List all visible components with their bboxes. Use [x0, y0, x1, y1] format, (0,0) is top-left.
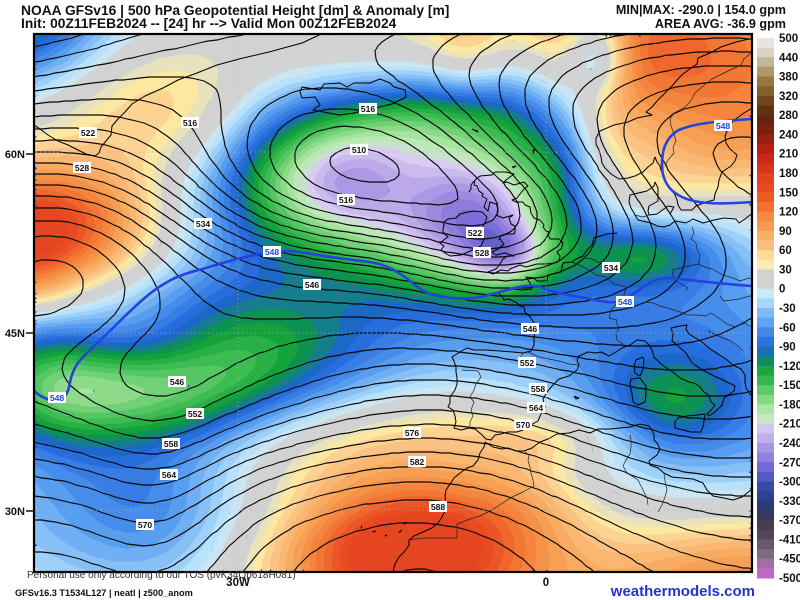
svg-text:546: 546	[523, 324, 538, 334]
svg-text:516: 516	[339, 195, 354, 205]
svg-text:30: 30	[779, 264, 792, 276]
svg-text:AREA AVG: -36.9 gpm: AREA AVG: -36.9 gpm	[655, 17, 786, 31]
svg-text:GFSv16.3 T1534L127 | neatl | z: GFSv16.3 T1534L127 | neatl | z500_anom	[15, 588, 193, 598]
svg-text:528: 528	[475, 248, 490, 258]
svg-text:440: 440	[779, 52, 798, 64]
svg-text:570: 570	[516, 420, 531, 430]
svg-text:60: 60	[779, 245, 792, 257]
svg-text:548: 548	[618, 297, 633, 307]
svg-text:558: 558	[531, 384, 546, 394]
svg-text:548: 548	[265, 247, 280, 257]
svg-text:576: 576	[405, 428, 420, 438]
svg-text:570: 570	[138, 520, 153, 530]
svg-text:548: 548	[50, 393, 65, 403]
svg-text:552: 552	[188, 409, 203, 419]
svg-text:546: 546	[305, 280, 320, 290]
svg-text:-270: -270	[779, 457, 800, 469]
svg-text:380: 380	[779, 72, 798, 84]
svg-text:516: 516	[361, 104, 376, 114]
svg-text:240: 240	[779, 129, 798, 141]
svg-text:NOAA GFSv16 | 500 hPa Geopoten: NOAA GFSv16 | 500 hPa Geopotential Heigh…	[21, 3, 449, 18]
svg-text:90: 90	[779, 226, 792, 238]
svg-text:180: 180	[779, 168, 798, 180]
svg-text:120: 120	[779, 207, 798, 219]
svg-text:-240: -240	[779, 438, 800, 450]
svg-text:150: 150	[779, 187, 798, 199]
svg-text:30N: 30N	[5, 506, 25, 518]
svg-text:-30: -30	[779, 303, 796, 315]
svg-text:-370: -370	[779, 515, 800, 527]
svg-text:-210: -210	[779, 419, 800, 431]
svg-text:548: 548	[716, 121, 731, 131]
svg-text:564: 564	[529, 403, 544, 413]
svg-text:weathermodels.com: weathermodels.com	[610, 583, 755, 600]
svg-text:Personal use only according to: Personal use only according to our TOS (…	[27, 570, 296, 581]
svg-text:-300: -300	[779, 477, 800, 489]
svg-text:60N: 60N	[5, 149, 25, 161]
svg-text:552: 552	[520, 358, 535, 368]
svg-text:320: 320	[779, 91, 798, 103]
svg-text:Init: 00Z11FEB2024 -- [24] hr: Init: 00Z11FEB2024 -- [24] hr --> Valid …	[21, 16, 397, 31]
svg-text:582: 582	[410, 457, 425, 467]
svg-text:546: 546	[170, 377, 185, 387]
svg-text:500: 500	[779, 33, 798, 45]
svg-text:-90: -90	[779, 342, 796, 354]
svg-text:30W: 30W	[226, 577, 250, 589]
svg-text:-330: -330	[779, 496, 800, 508]
svg-text:-60: -60	[779, 322, 796, 334]
svg-text:-450: -450	[779, 554, 800, 566]
svg-text:534: 534	[604, 263, 619, 273]
svg-text:534: 534	[196, 219, 211, 229]
svg-text:-150: -150	[779, 380, 800, 392]
svg-text:-500: -500	[779, 573, 800, 585]
svg-text:522: 522	[468, 228, 483, 238]
svg-text:-180: -180	[779, 399, 800, 411]
svg-text:0: 0	[543, 577, 549, 589]
svg-text:528: 528	[75, 163, 90, 173]
svg-text:210: 210	[779, 149, 798, 161]
svg-text:588: 588	[431, 502, 446, 512]
svg-text:522: 522	[81, 128, 96, 138]
svg-text:558: 558	[164, 439, 179, 449]
svg-text:MIN|MAX: -290.0 | 154.0 gpm: MIN|MAX: -290.0 | 154.0 gpm	[616, 3, 786, 17]
svg-text:564: 564	[162, 470, 177, 480]
svg-text:510: 510	[352, 145, 367, 155]
svg-text:0: 0	[779, 284, 785, 296]
svg-text:-120: -120	[779, 361, 800, 373]
svg-text:516: 516	[183, 118, 198, 128]
svg-text:280: 280	[779, 110, 798, 122]
svg-text:45N: 45N	[5, 328, 25, 340]
svg-text:-410: -410	[779, 534, 800, 546]
